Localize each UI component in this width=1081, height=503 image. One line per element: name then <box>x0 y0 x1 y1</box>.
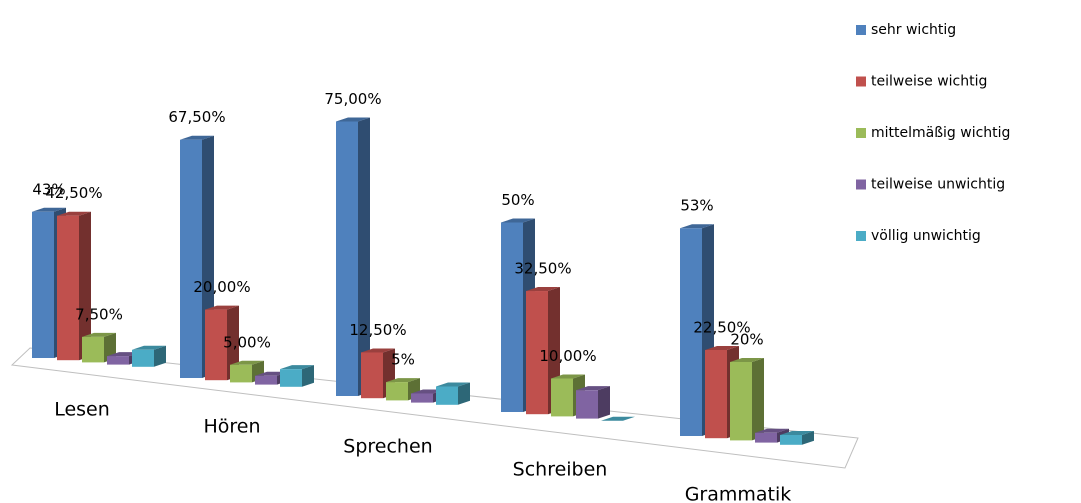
bar-side <box>802 431 814 445</box>
x-tick-label: Schreiben <box>513 459 608 481</box>
bar <box>526 291 548 415</box>
bar-top <box>361 348 395 353</box>
value-label: 75,00% <box>324 90 381 108</box>
bar-side <box>458 382 470 405</box>
bar-top <box>780 431 814 435</box>
value-label: 12,50% <box>349 321 406 339</box>
bar-top <box>601 416 635 421</box>
bar-top <box>82 332 116 337</box>
bar <box>551 378 573 417</box>
bar <box>280 369 302 387</box>
bar-top <box>205 305 239 310</box>
value-label: 7,50% <box>75 305 123 323</box>
bar-top <box>230 360 264 365</box>
value-label: 5,00% <box>223 333 271 351</box>
bar-top <box>57 211 91 216</box>
legend-swatch <box>856 231 866 241</box>
bar <box>755 432 777 443</box>
value-label: 20,00% <box>193 278 250 296</box>
bar-top <box>132 345 166 350</box>
bar <box>180 139 202 378</box>
bar-top <box>576 386 610 391</box>
bar <box>705 350 727 439</box>
bar <box>132 349 154 367</box>
value-label: 67,50% <box>168 108 225 126</box>
legend-swatch <box>856 179 866 190</box>
value-label: 42,50% <box>45 184 102 202</box>
x-tick-label: Sprechen <box>343 436 432 458</box>
legend-swatch <box>856 25 866 35</box>
legend-swatch <box>856 76 866 87</box>
value-label: 50% <box>501 191 534 209</box>
bar <box>411 393 433 403</box>
value-label: 5% <box>391 351 415 369</box>
bar-top <box>705 346 739 350</box>
bar-top <box>386 378 420 383</box>
value-label: 22,50% <box>693 319 750 337</box>
bar <box>730 362 752 441</box>
bar <box>82 336 104 363</box>
bar-top <box>730 358 764 362</box>
bar <box>205 309 227 381</box>
bar-side <box>358 117 370 396</box>
bar-side <box>227 305 239 381</box>
bar-side <box>302 365 314 387</box>
bar-top <box>501 218 535 223</box>
bar <box>680 228 702 436</box>
legend-label: teilweise wichtig <box>871 74 987 90</box>
bar <box>336 121 358 396</box>
value-label: 32,50% <box>514 260 571 278</box>
bar-top <box>180 135 214 140</box>
legend-label: teilweise unwichtig <box>871 177 1005 193</box>
value-label: 53% <box>680 197 713 215</box>
bar <box>576 390 598 419</box>
bar-top <box>551 374 585 379</box>
bar-top <box>436 382 470 387</box>
bar <box>436 386 458 405</box>
x-tick-label: Hören <box>203 416 260 438</box>
bar <box>386 382 408 401</box>
bar <box>32 211 54 358</box>
bar <box>501 222 523 412</box>
bar-side <box>154 345 166 367</box>
bar <box>780 435 802 445</box>
bar-top <box>755 428 789 433</box>
bar-top <box>280 365 314 370</box>
bar-side <box>598 386 610 419</box>
bar-top <box>32 207 66 212</box>
value-label: 20% <box>730 331 763 349</box>
legend-label: völlig unwichtig <box>871 228 981 244</box>
value-label: 43% <box>32 180 65 198</box>
bar-top <box>336 117 370 122</box>
legend-label: mittelmäßig wichtig <box>871 125 1010 141</box>
bar <box>107 356 129 365</box>
legend-label: sehr wichtig <box>871 22 956 38</box>
bar <box>230 364 252 383</box>
bar-top <box>526 287 560 292</box>
bar-side <box>752 358 764 441</box>
bar <box>255 375 277 385</box>
legend-swatch <box>856 128 866 138</box>
x-tick-label: Lesen <box>54 399 110 421</box>
bar-top <box>680 224 714 229</box>
x-tick-label: Grammatik <box>685 484 792 503</box>
bar-side <box>79 211 91 361</box>
bar <box>57 215 79 361</box>
value-label: 10,00% <box>539 347 596 365</box>
bar <box>361 352 383 399</box>
